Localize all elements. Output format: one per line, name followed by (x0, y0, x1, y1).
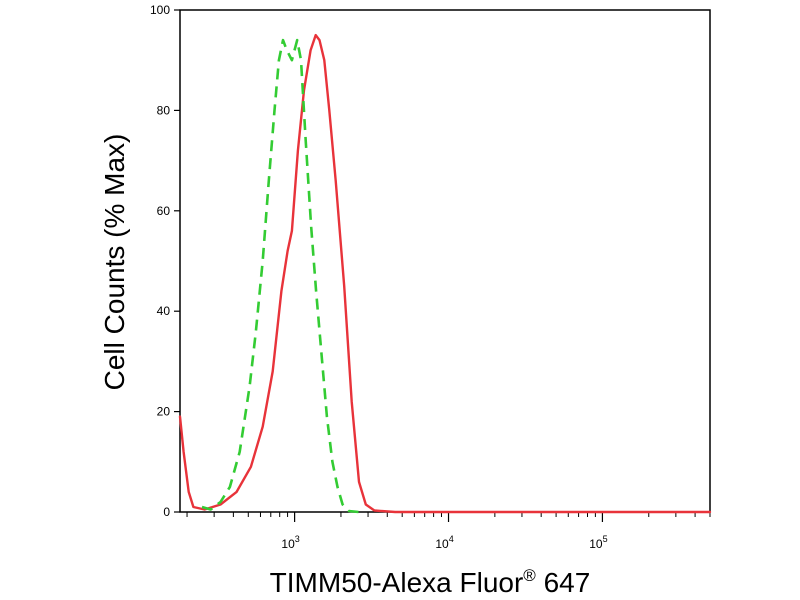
x-axis-title-suffix: 647 (536, 567, 591, 598)
y-tick-label: 100 (150, 3, 170, 17)
x-axis-title-registered-mark: ® (523, 566, 536, 585)
x-tick-label: 103 (281, 534, 299, 551)
y-axis-title: Cell Counts (% Max) (99, 134, 130, 391)
y-tick-label: 0 (163, 505, 170, 519)
y-tick-label: 20 (157, 405, 171, 419)
series-dashed-line (201, 38, 359, 514)
x-axis-title-main: TIMM50-Alexa Fluor (270, 567, 524, 598)
x-axis-ticks: 103 104 105 (186, 512, 711, 551)
y-tick-label: 40 (157, 304, 171, 318)
y-tick-label: 60 (157, 204, 171, 218)
series-layer (178, 33, 712, 514)
x-tick-label: 104 (435, 534, 453, 551)
y-axis-ticks: 0 20 40 60 80 100 (150, 3, 180, 519)
x-axis-title: TIMM50-Alexa Fluor® 647 (270, 566, 591, 598)
y-tick-label: 80 (157, 103, 171, 117)
x-tick-label: 105 (589, 534, 607, 551)
series-solid-line (178, 33, 712, 514)
